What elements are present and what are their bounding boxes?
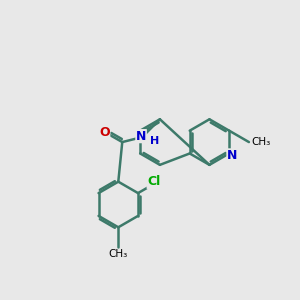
Text: CH₃: CH₃: [251, 137, 270, 147]
Text: N: N: [227, 149, 237, 162]
Text: H: H: [150, 136, 159, 146]
Text: CH₃: CH₃: [109, 249, 128, 259]
Text: Cl: Cl: [147, 176, 161, 188]
Text: N: N: [136, 130, 146, 142]
Text: O: O: [99, 126, 110, 139]
